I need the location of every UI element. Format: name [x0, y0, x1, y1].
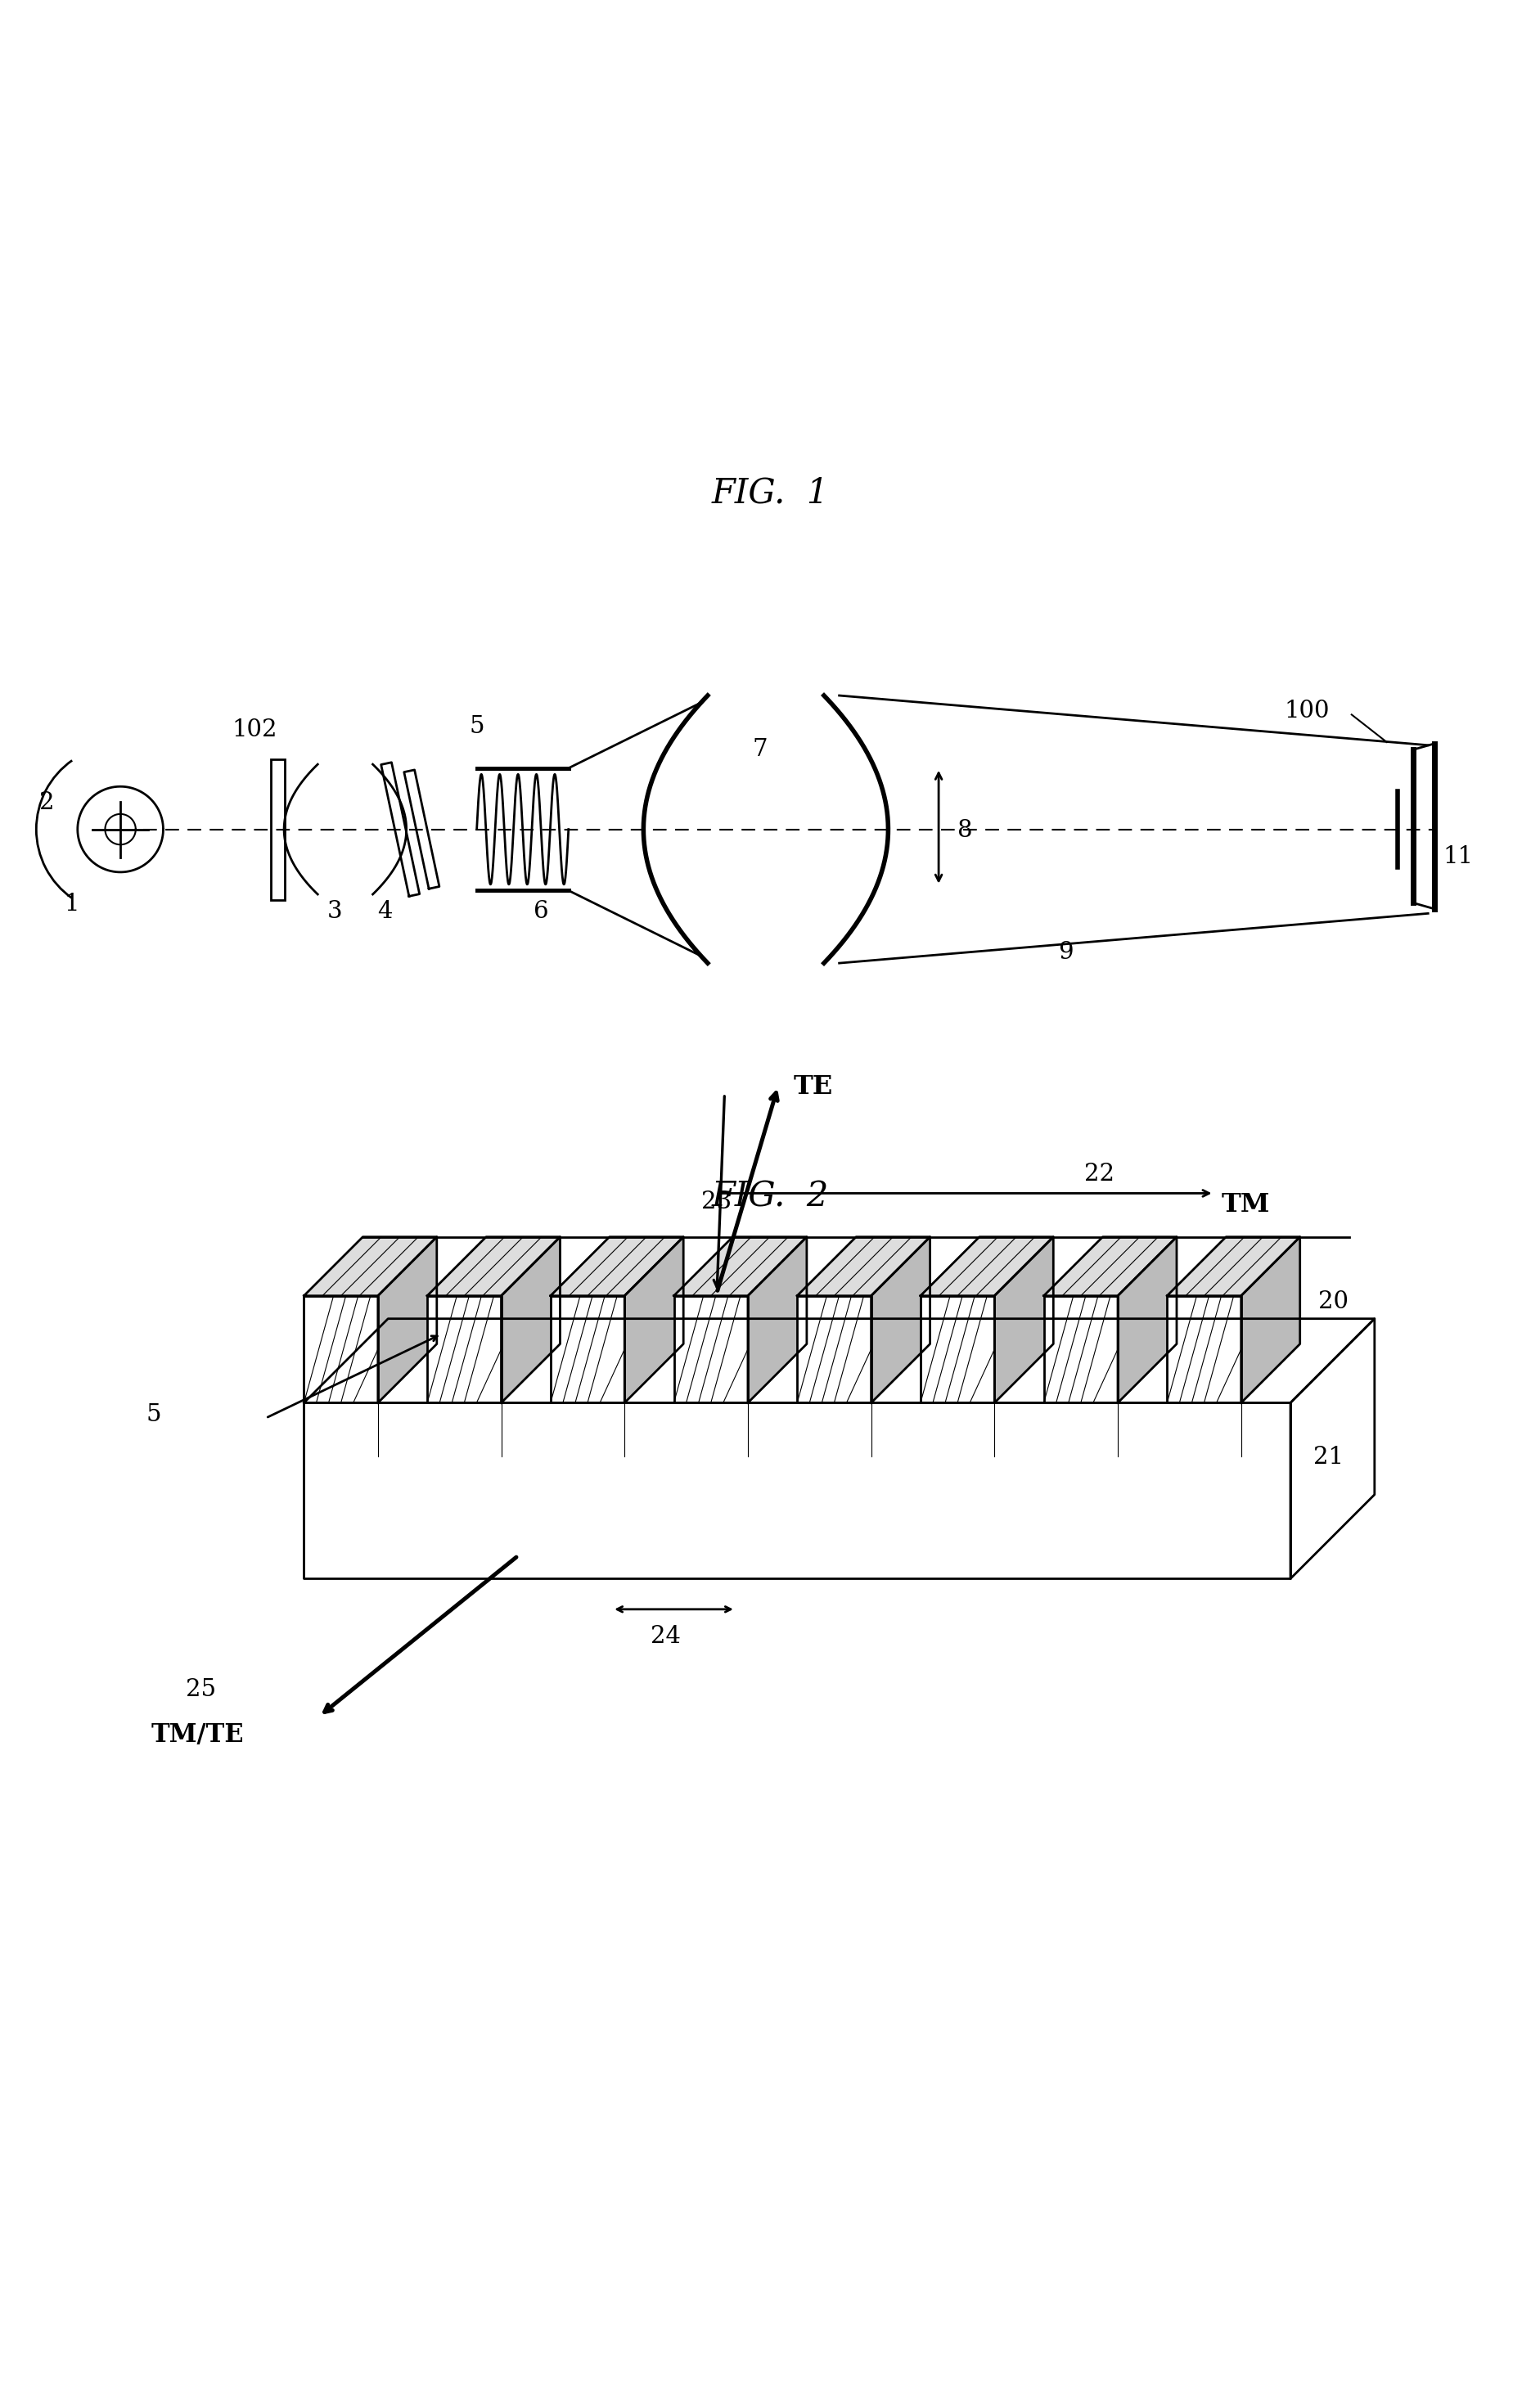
Polygon shape — [1043, 1238, 1177, 1296]
Polygon shape — [870, 1238, 930, 1404]
Text: TM: TM — [1221, 1192, 1269, 1218]
Polygon shape — [1166, 1238, 1300, 1296]
Text: 11: 11 — [1443, 845, 1472, 867]
Polygon shape — [377, 1238, 436, 1404]
Text: 20: 20 — [1317, 1291, 1348, 1312]
Polygon shape — [624, 1238, 684, 1404]
Polygon shape — [550, 1296, 624, 1404]
Polygon shape — [427, 1296, 501, 1404]
Text: 5: 5 — [468, 715, 484, 737]
Polygon shape — [303, 1296, 377, 1404]
Text: 1: 1 — [63, 893, 79, 915]
Text: 3: 3 — [326, 901, 342, 922]
Text: 23: 23 — [701, 1190, 732, 1214]
Polygon shape — [796, 1238, 930, 1296]
Text: 22: 22 — [1083, 1163, 1113, 1187]
Text: 8: 8 — [956, 819, 972, 843]
Text: 100: 100 — [1284, 701, 1329, 722]
Bar — [271, 759, 285, 901]
Polygon shape — [1116, 1238, 1177, 1404]
Text: TE: TE — [793, 1074, 833, 1100]
Polygon shape — [673, 1238, 807, 1296]
Polygon shape — [747, 1238, 807, 1404]
Text: 9: 9 — [1058, 942, 1073, 963]
Text: 6: 6 — [533, 901, 548, 922]
Text: 5: 5 — [146, 1404, 162, 1426]
Text: FIG.  1: FIG. 1 — [711, 477, 829, 510]
Polygon shape — [500, 1238, 561, 1404]
Polygon shape — [919, 1238, 1053, 1296]
Text: 102: 102 — [233, 718, 277, 742]
Text: 4: 4 — [377, 901, 393, 922]
Text: 7: 7 — [752, 737, 767, 761]
Polygon shape — [796, 1296, 870, 1404]
Text: FIG.  2: FIG. 2 — [711, 1180, 829, 1214]
Polygon shape — [673, 1296, 747, 1404]
Polygon shape — [427, 1238, 561, 1296]
Polygon shape — [303, 1238, 436, 1296]
Text: 24: 24 — [650, 1625, 681, 1647]
Polygon shape — [919, 1296, 993, 1404]
Text: TM/TE: TM/TE — [151, 1722, 243, 1748]
Polygon shape — [993, 1238, 1053, 1404]
Text: 25: 25 — [186, 1678, 216, 1702]
Text: 2: 2 — [40, 792, 54, 814]
Text: 21: 21 — [1312, 1445, 1343, 1469]
Polygon shape — [1043, 1296, 1116, 1404]
Polygon shape — [1166, 1296, 1240, 1404]
Polygon shape — [550, 1238, 684, 1296]
Polygon shape — [1240, 1238, 1300, 1404]
